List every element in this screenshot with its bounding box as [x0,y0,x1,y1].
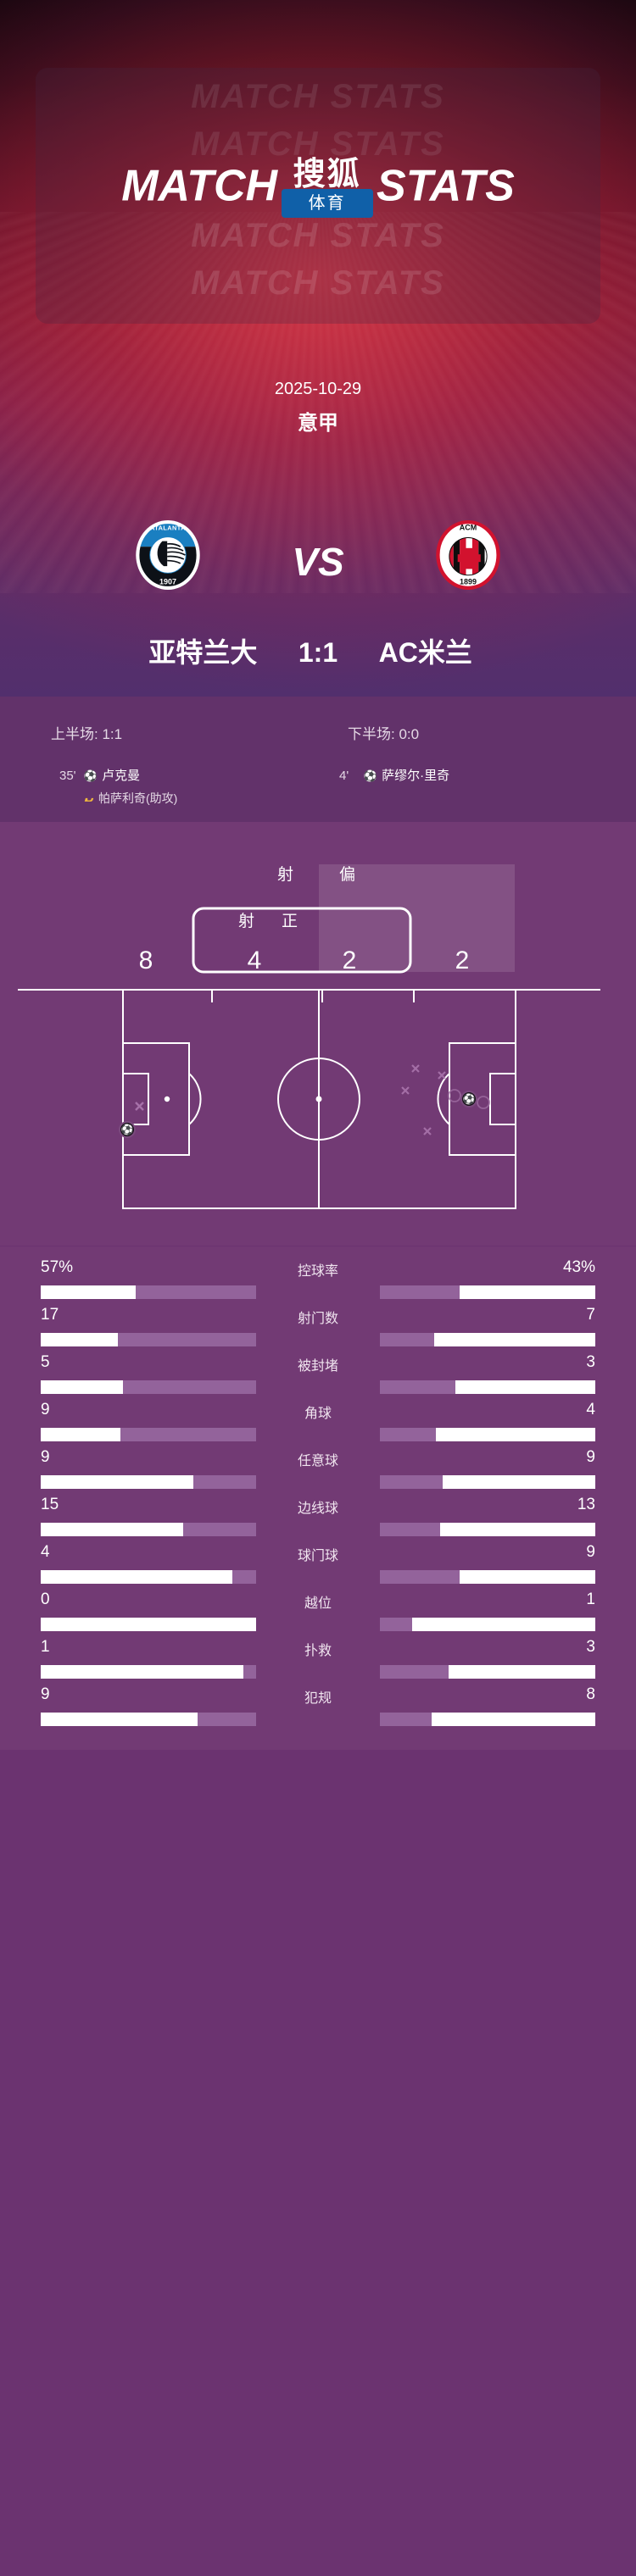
svg-text:1899: 1899 [460,577,477,586]
svg-text:偏: 偏 [339,865,355,884]
svg-text:4: 4 [248,947,262,974]
svg-text:正: 正 [282,913,298,930]
svg-text:2: 2 [343,947,357,974]
svg-text:射: 射 [277,865,293,884]
svg-text:2: 2 [455,947,470,974]
svg-text:8: 8 [139,947,153,974]
svg-text:⚽: ⚽ [462,1093,476,1105]
svg-text:射: 射 [238,912,254,930]
svg-text:⚽: ⚽ [120,1124,134,1135]
